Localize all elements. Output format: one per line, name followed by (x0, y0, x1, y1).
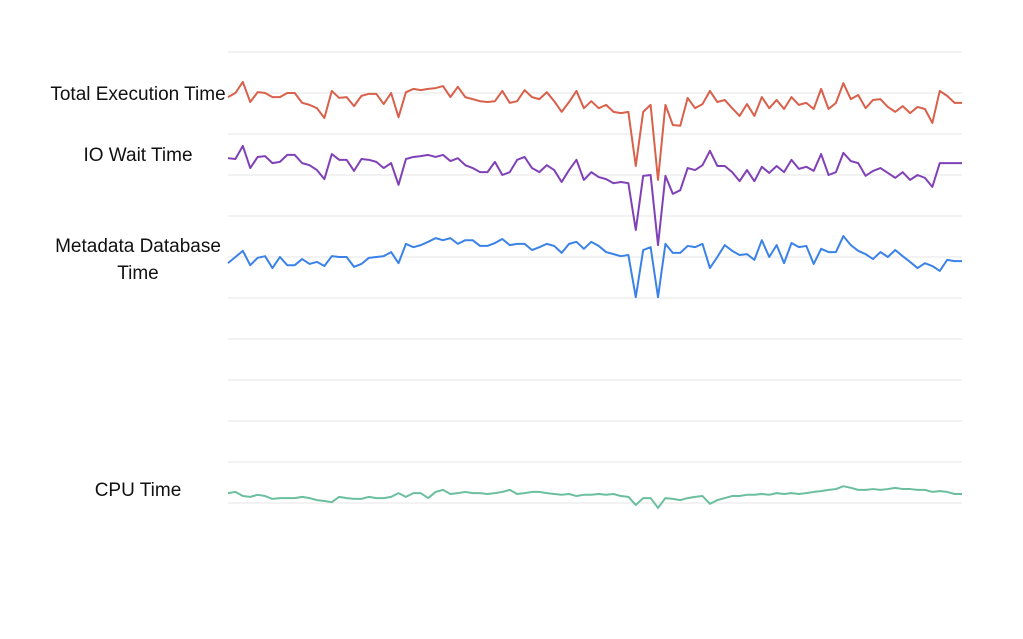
series-line (227, 80, 962, 181)
series-label: Metadata Database Time (55, 236, 221, 285)
series-line (227, 235, 962, 299)
series-label: IO Wait Time (83, 144, 193, 166)
series-label: Total Execution Time (50, 83, 226, 105)
series-label: CPU Time (94, 479, 182, 501)
series-line (227, 144, 962, 247)
series-line (227, 485, 962, 509)
